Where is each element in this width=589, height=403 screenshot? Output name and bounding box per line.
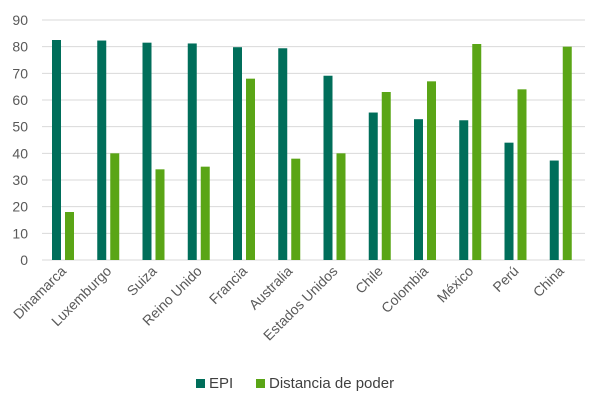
bar-epi-australia xyxy=(278,48,288,261)
bar-epi-peru xyxy=(504,142,514,260)
bar-distancia-de-poder-china xyxy=(562,46,572,260)
bar-distancia-de-poder-chile xyxy=(381,92,391,260)
x-tick-label-peru: Perú xyxy=(489,263,521,295)
legend: EPI Distancia de poder xyxy=(196,375,394,392)
x-tick-label-francia: Francia xyxy=(206,263,250,307)
legend-swatch-distancia-de-poder xyxy=(256,379,265,388)
bar-distancia-de-poder-estados-unidos xyxy=(336,153,346,260)
bar-distancia-de-poder-francia xyxy=(246,78,255,261)
y-tick-label: 90 xyxy=(12,12,28,28)
legend-label-epi: EPI xyxy=(209,375,233,392)
y-tick-label: 40 xyxy=(12,145,28,161)
y-tick-label: 80 xyxy=(12,39,28,55)
legend-swatch-epi xyxy=(196,379,205,388)
bar-epi-chile xyxy=(368,112,378,261)
bar-epi-francia xyxy=(233,47,242,261)
legend-label-distancia-de-poder: Distancia de poder xyxy=(269,375,394,392)
x-tick-label-mexico: México xyxy=(434,263,477,306)
gridlines xyxy=(42,19,585,261)
bar-epi-luxemburgo xyxy=(97,40,107,261)
bar-distancia-de-poder-mexico xyxy=(472,44,482,260)
y-tick-label: 30 xyxy=(12,172,28,188)
bar-distancia-de-poder-reino-unido xyxy=(200,166,210,260)
bar-epi-estados-unidos xyxy=(323,75,333,260)
x-tick-label-colombia: Colombia xyxy=(378,263,431,316)
x-tick-label-china: China xyxy=(530,263,567,300)
bar-distancia-de-poder-peru xyxy=(517,89,527,260)
bar-epi-colombia xyxy=(414,119,423,260)
bars xyxy=(52,40,572,261)
y-tick-label: 60 xyxy=(12,92,28,108)
y-tick-label: 50 xyxy=(12,119,28,135)
bar-epi-reino-unido xyxy=(187,43,197,260)
bar-distancia-de-poder-colombia xyxy=(427,81,436,260)
x-tick-label-chile: Chile xyxy=(352,263,386,297)
bar-distancia-de-poder-luxemburgo xyxy=(110,153,120,260)
bar-epi-china xyxy=(549,160,559,260)
bar-distancia-de-poder-dinamarca xyxy=(65,212,74,260)
bar-distancia-de-poder-suiza xyxy=(155,169,165,260)
y-tick-label: 10 xyxy=(12,225,28,241)
bar-epi-suiza xyxy=(142,42,152,260)
bar-distancia-de-poder-australia xyxy=(291,158,301,260)
y-tick-label: 20 xyxy=(12,199,28,215)
x-tick-label-suiza: Suiza xyxy=(124,263,160,299)
y-tick-label: 0 xyxy=(20,252,28,268)
bar-epi-dinamarca xyxy=(52,40,61,260)
y-tick-label: 70 xyxy=(12,65,28,81)
bar-epi-mexico xyxy=(459,120,469,261)
y-axis-ticks: 0 10 20 30 40 50 60 70 80 90 xyxy=(12,12,28,268)
